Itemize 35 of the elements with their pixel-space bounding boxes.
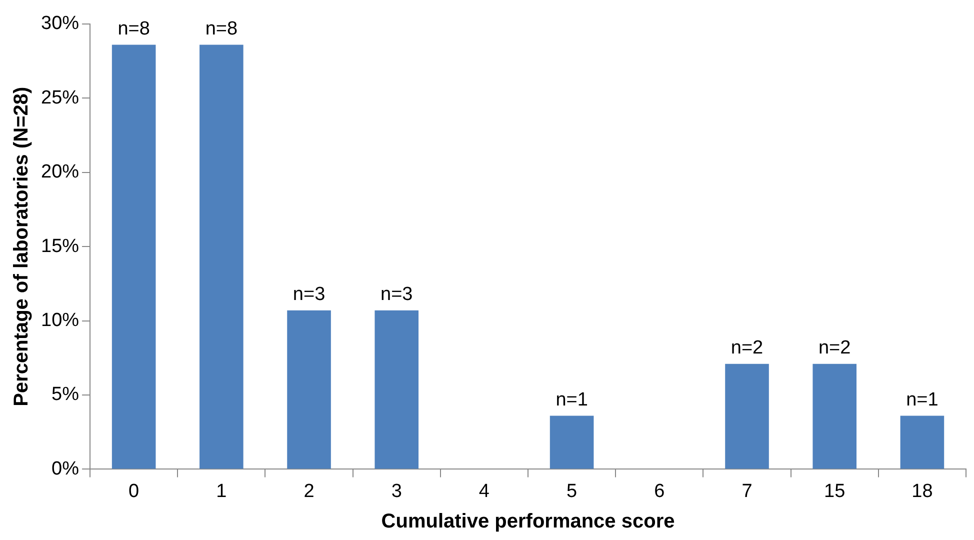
x-tick-label: 3 — [391, 480, 402, 502]
annotation: n=3 — [380, 284, 413, 306]
annotation: n=2 — [818, 338, 851, 359]
bar — [200, 44, 244, 469]
bar — [550, 416, 594, 469]
annotation: n=1 — [556, 390, 588, 411]
y-tick-label: 30% — [40, 13, 80, 34]
annotation: n=8 — [205, 18, 238, 40]
annotation: n=3 — [292, 284, 326, 306]
annotation: n=1 — [906, 390, 938, 411]
bar — [812, 364, 857, 469]
bar — [112, 44, 156, 469]
x-axis-title: Cumulative performance score — [381, 510, 675, 533]
x-tick-label: 18 — [912, 480, 933, 502]
annotation: n=8 — [118, 18, 150, 40]
bar — [725, 364, 769, 469]
x-tick-label: 2 — [304, 480, 314, 502]
x-tick-label: 7 — [742, 480, 752, 502]
x-tick-label: 4 — [478, 480, 490, 502]
bar — [287, 310, 331, 469]
y-tick-label: 15% — [40, 236, 80, 257]
bar — [900, 416, 944, 469]
y-tick-label: 10% — [40, 310, 80, 332]
x-tick-label: 5 — [566, 480, 578, 502]
x-tick-label: 6 — [654, 480, 665, 502]
x-tick-label: 1 — [216, 480, 227, 502]
x-tick-label: 0 — [128, 480, 140, 502]
x-tick-label: 15 — [824, 480, 846, 502]
y-tick-label: 25% — [40, 87, 80, 108]
bar — [374, 310, 419, 469]
y-tick-label: 0% — [52, 458, 80, 480]
y-axis-title: Percentage of laboratories (N=28) — [10, 86, 33, 406]
y-tick-label: 5% — [52, 384, 80, 406]
annotation: n=2 — [730, 338, 764, 359]
y-tick-label: 20% — [40, 162, 80, 183]
